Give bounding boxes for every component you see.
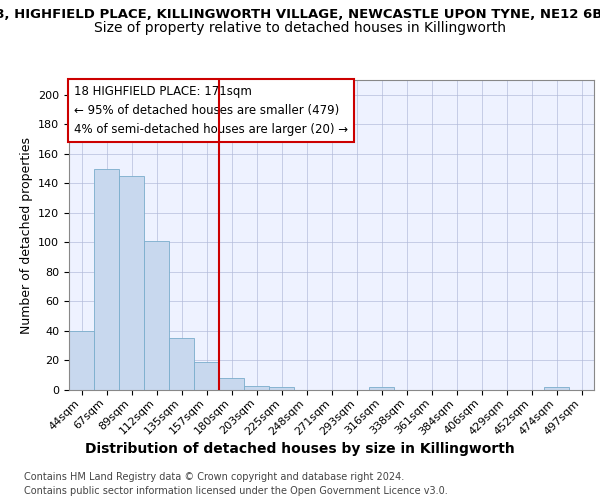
Y-axis label: Number of detached properties: Number of detached properties bbox=[20, 136, 32, 334]
Bar bbox=[269, 387, 294, 390]
Bar bbox=[169, 338, 194, 390]
Bar bbox=[194, 362, 219, 390]
Text: Size of property relative to detached houses in Killingworth: Size of property relative to detached ho… bbox=[94, 21, 506, 35]
Bar bbox=[219, 378, 244, 390]
Bar bbox=[544, 387, 569, 390]
Text: 18 HIGHFIELD PLACE: 171sqm
← 95% of detached houses are smaller (479)
4% of semi: 18 HIGHFIELD PLACE: 171sqm ← 95% of deta… bbox=[74, 84, 349, 136]
Bar bbox=[244, 386, 269, 390]
Text: Contains HM Land Registry data © Crown copyright and database right 2024.: Contains HM Land Registry data © Crown c… bbox=[24, 472, 404, 482]
Bar bbox=[119, 176, 144, 390]
Text: 18, HIGHFIELD PLACE, KILLINGWORTH VILLAGE, NEWCASTLE UPON TYNE, NE12 6BD: 18, HIGHFIELD PLACE, KILLINGWORTH VILLAG… bbox=[0, 8, 600, 20]
Bar bbox=[369, 387, 394, 390]
Bar bbox=[69, 331, 94, 390]
Text: Distribution of detached houses by size in Killingworth: Distribution of detached houses by size … bbox=[85, 442, 515, 456]
Bar bbox=[144, 241, 169, 390]
Bar bbox=[94, 168, 119, 390]
Text: Contains public sector information licensed under the Open Government Licence v3: Contains public sector information licen… bbox=[24, 486, 448, 496]
